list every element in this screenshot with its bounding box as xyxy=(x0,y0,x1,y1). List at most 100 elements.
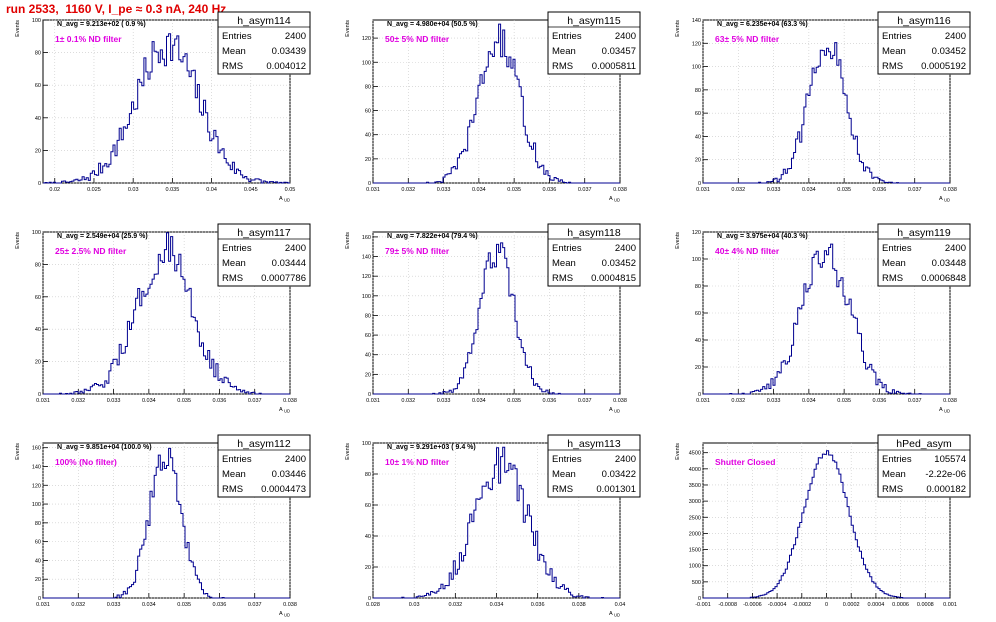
y-tick-label: 0 xyxy=(368,392,371,398)
n-avg-label: N_avg = 9.291e+03 ( 9.4 %) xyxy=(387,444,476,451)
x-tick-label: 0.037 xyxy=(908,398,922,404)
x-tick-label: 0 xyxy=(825,602,828,608)
histogram-name: h_asym114 xyxy=(237,15,291,27)
stats-key-entries: Entries xyxy=(552,454,582,465)
y-tick-label: 100 xyxy=(32,18,41,24)
y-tick-label: 0 xyxy=(698,596,701,602)
histogram-panel-h_asym119: 0.031 0.032 0.033 0.034 0.035 0.036 0.037 0.038… xyxy=(675,223,971,414)
x-tick-label: 0.032 xyxy=(731,398,745,404)
x-tick-label: 0.038 xyxy=(283,602,297,608)
stats-value-rms: 0.0004815 xyxy=(591,273,636,284)
y-tick-label: 20 xyxy=(35,148,41,154)
stats-value-rms: 0.0005192 xyxy=(921,61,966,72)
x-tick-label: 0.035 xyxy=(177,398,191,404)
stats-box xyxy=(547,11,641,75)
stats-key-entries: Entries xyxy=(222,243,252,254)
y-tick-label: 80 xyxy=(35,51,41,57)
x-tick-label: 0.037 xyxy=(908,187,922,193)
y-tick-label: 60 xyxy=(35,83,41,89)
y-tick-label: 100 xyxy=(362,60,371,66)
histogram-panel-h_asym113: 0.028 0.03 0.032 0.034 0.036 0.038 0.04 0 20 40 60… xyxy=(345,434,641,618)
histogram-name: h_asym112 xyxy=(237,438,291,450)
histogram-name: h_asym119 xyxy=(897,227,951,239)
histogram-panel-h_asym118: 0.031 0.032 0.033 0.034 0.035 0.036 0.037 0.038… xyxy=(345,223,641,414)
stats-value-rms: 0.0006848 xyxy=(921,273,966,284)
y-axis-title: Events xyxy=(675,443,681,460)
histogram-series xyxy=(43,447,290,599)
y-axis-title: Events xyxy=(345,232,351,249)
y-tick-label: 140 xyxy=(362,255,371,261)
n-avg-label: N_avg = 6.235e+04 (63.3 %) xyxy=(717,21,808,28)
stats-box xyxy=(547,434,641,498)
y-tick-label: 20 xyxy=(35,360,41,366)
y-tick-label: 40 xyxy=(365,133,371,139)
stats-key-rms: RMS xyxy=(552,273,573,284)
x-tick-label: 0.034 xyxy=(802,187,816,193)
stats-value-mean: 0.03444 xyxy=(272,258,306,269)
y-axis-title: Events xyxy=(345,20,351,37)
filter-annotation: 79± 5% ND filter xyxy=(385,246,450,256)
y-tick-label: 4000 xyxy=(689,467,701,473)
y-tick-label: 1000 xyxy=(689,564,701,570)
y-tick-label: 0 xyxy=(38,596,41,602)
filter-annotation: 50± 5% ND filter xyxy=(385,34,450,44)
x-tick-label: 0.036 xyxy=(213,602,227,608)
stats-value-entries: 2400 xyxy=(615,243,636,254)
x-axis-title: A UD xyxy=(279,611,290,618)
n-avg-label: N_avg = 4.980e+04 (50.5 %) xyxy=(387,21,478,28)
histogram-name: h_asym116 xyxy=(897,15,951,27)
y-tick-label: 40 xyxy=(365,353,371,359)
stats-value-rms: 0.0005811 xyxy=(592,61,636,72)
y-tick-label: 1500 xyxy=(689,548,701,554)
y-tick-label: 160 xyxy=(362,235,371,241)
x-tick-label: 0.033 xyxy=(767,187,781,193)
x-tick-label: 0.037 xyxy=(248,602,262,608)
x-tick-label: 0.034 xyxy=(472,398,486,404)
x-tick-label: -0.0004 xyxy=(768,602,787,608)
y-tick-label: 40 xyxy=(365,534,371,540)
x-tick-label: 0.02 xyxy=(49,187,60,193)
histogram-name: h_asym117 xyxy=(237,227,291,239)
stats-value-rms: 0.000182 xyxy=(926,484,966,495)
y-axis-title: Events xyxy=(675,20,681,37)
y-axis-title: Events xyxy=(675,232,681,249)
x-axis-title-subscript: UD xyxy=(614,198,620,203)
y-tick-label: 60 xyxy=(365,109,371,115)
x-tick-label: 0.033 xyxy=(437,187,451,193)
x-tick-label: 0.038 xyxy=(943,398,957,404)
x-tick-label: 0.031 xyxy=(366,398,380,404)
x-tick-label: 0.038 xyxy=(572,602,586,608)
y-tick-label: 100 xyxy=(32,502,41,508)
x-tick-label: 0.04 xyxy=(206,187,217,193)
stats-key-entries: Entries xyxy=(552,31,582,42)
histogram-series xyxy=(43,33,290,184)
x-tick-label: 0.0002 xyxy=(843,602,860,608)
y-tick-label: 120 xyxy=(692,230,701,236)
y-tick-label: 2000 xyxy=(689,531,701,537)
stats-value-entries: 2400 xyxy=(285,243,306,254)
y-tick-label: 100 xyxy=(32,230,41,236)
y-tick-label: 40 xyxy=(695,134,701,140)
x-tick-label: 0.032 xyxy=(71,602,85,608)
x-tick-label: 0.034 xyxy=(142,398,156,404)
x-tick-label: 0.05 xyxy=(285,187,296,193)
y-tick-label: 0 xyxy=(38,392,41,398)
stats-key-mean: Mean xyxy=(222,258,246,269)
stats-value-entries: 2400 xyxy=(285,454,306,465)
x-tick-label: 0.031 xyxy=(366,187,380,193)
y-tick-label: 2500 xyxy=(689,515,701,521)
stats-key-rms: RMS xyxy=(882,61,903,72)
y-tick-label: 20 xyxy=(695,365,701,371)
stats-key-entries: Entries xyxy=(552,243,582,254)
x-tick-label: 0.031 xyxy=(696,398,710,404)
stats-box xyxy=(877,223,971,287)
y-axis-title: Events xyxy=(15,20,21,37)
y-axis-title: Events xyxy=(15,443,21,460)
x-axis-title: A UD xyxy=(279,407,290,414)
stats-value-mean: 0.03446 xyxy=(272,469,306,480)
stats-value-rms: 0.004012 xyxy=(266,61,306,72)
filter-annotation: 100% (No filter) xyxy=(55,457,117,467)
x-tick-label: 0.035 xyxy=(837,187,851,193)
y-tick-label: 3000 xyxy=(689,499,701,505)
x-tick-label: 0.031 xyxy=(36,602,50,608)
